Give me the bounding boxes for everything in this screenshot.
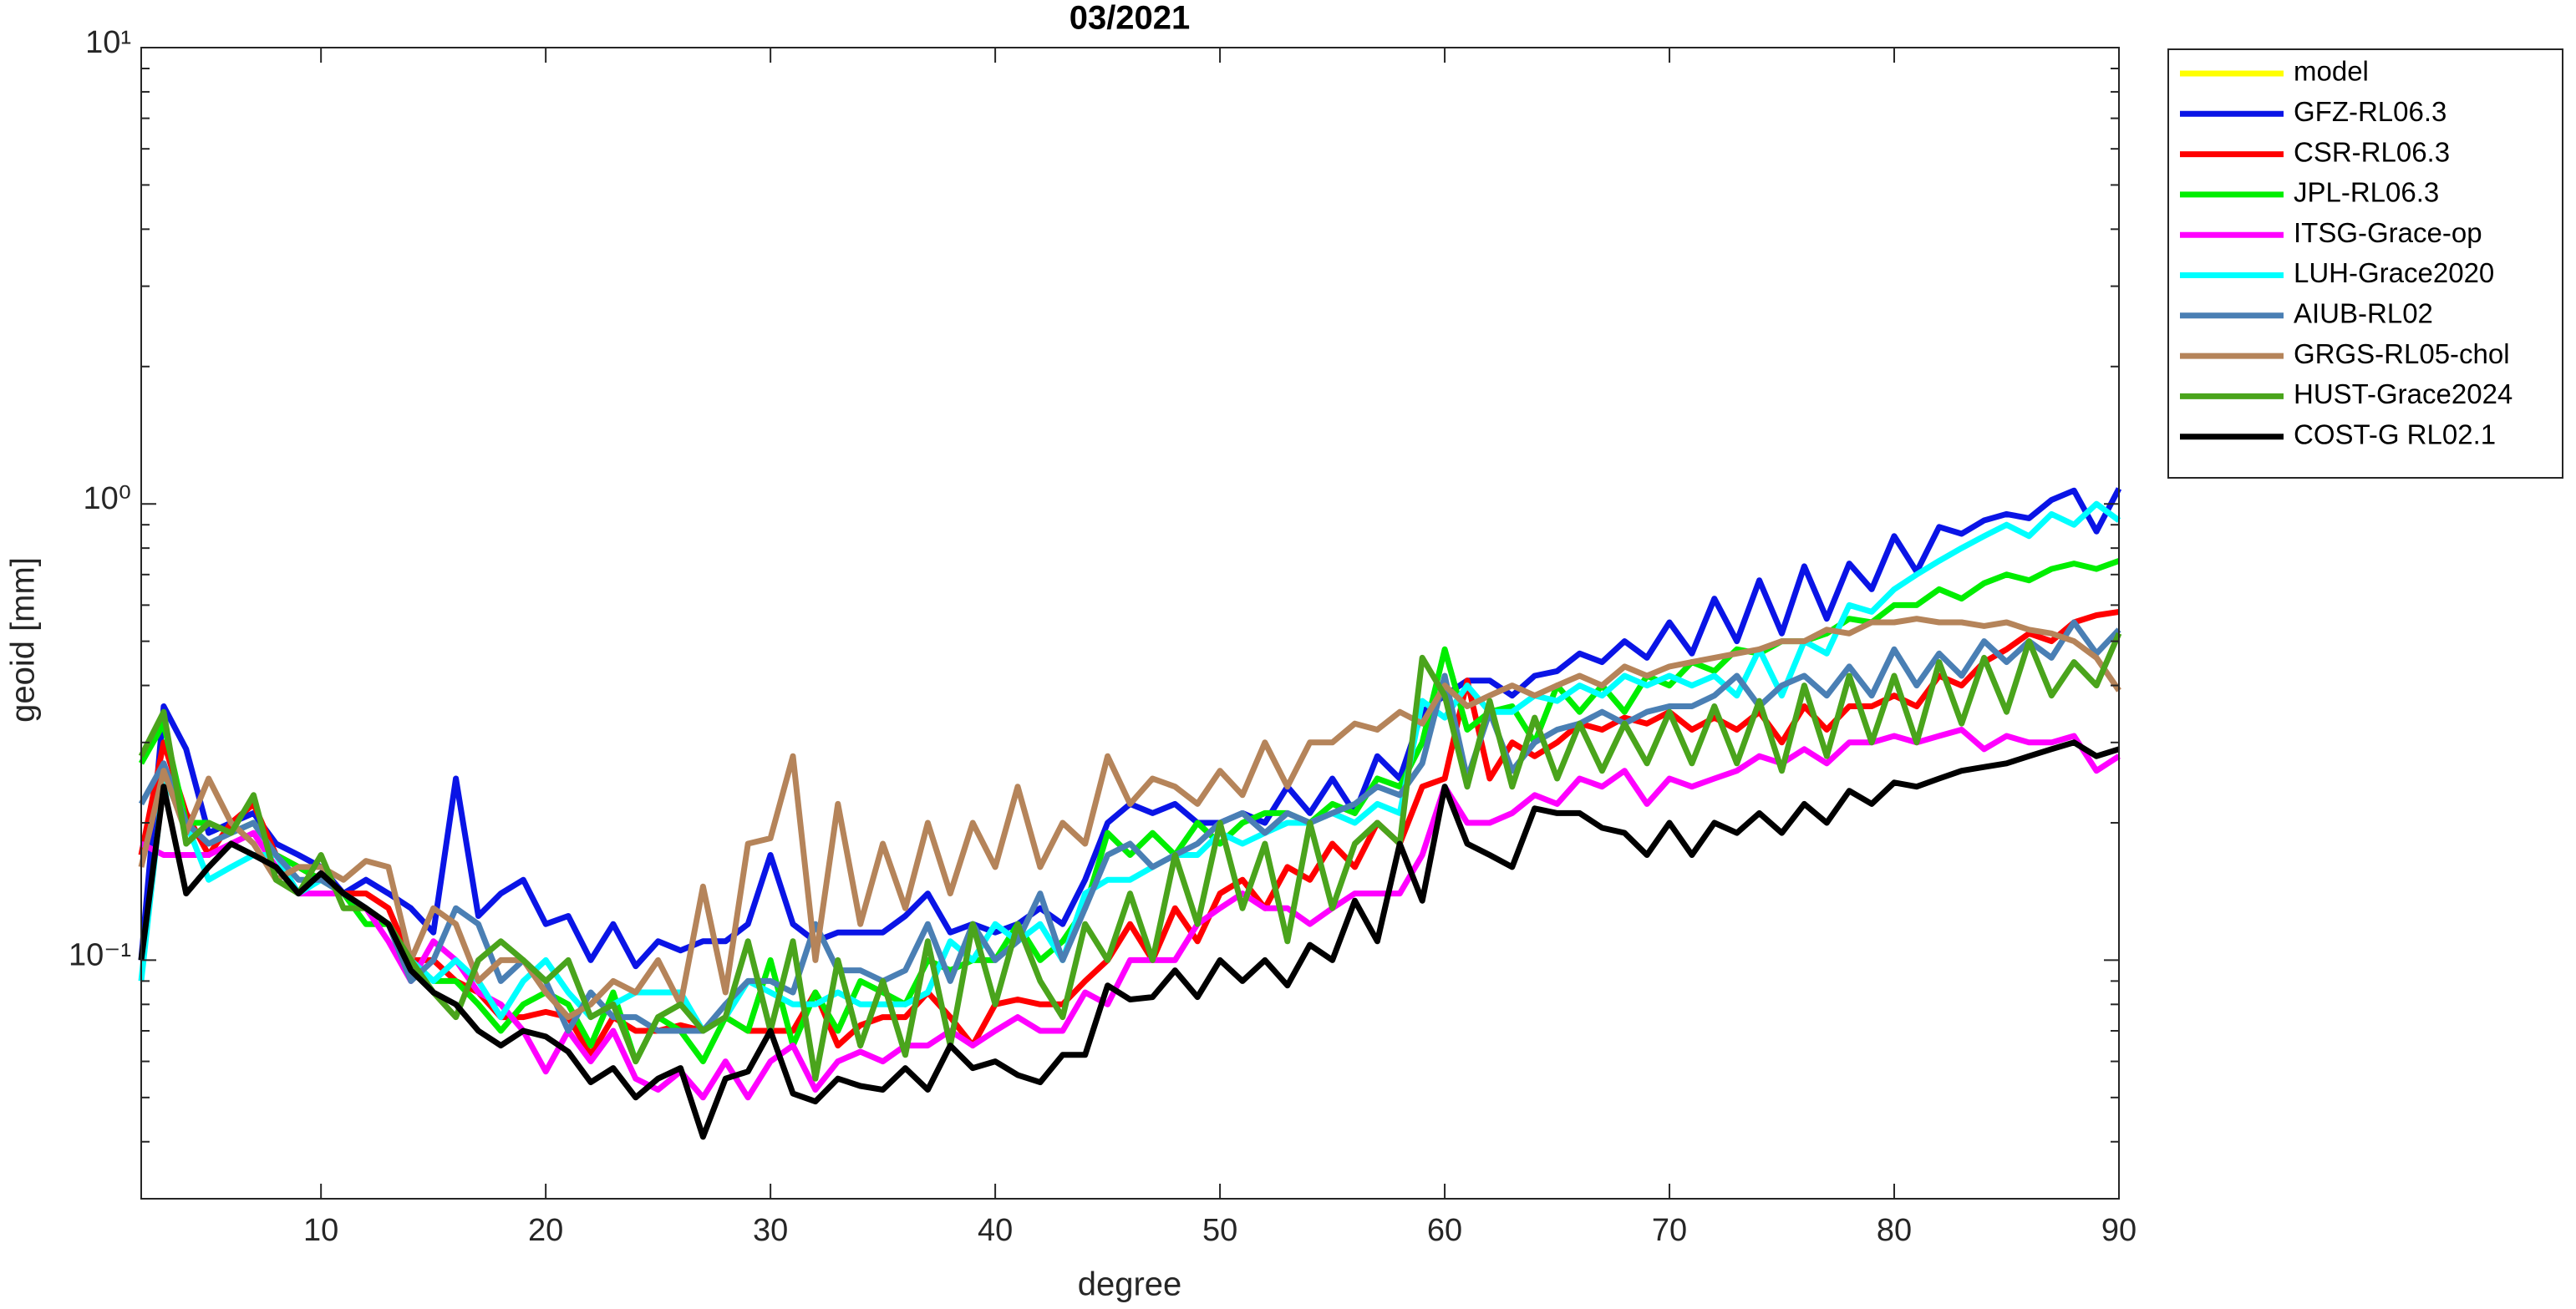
legend-label: JPL-RL06.3 [2294, 177, 2439, 208]
axes-box [140, 47, 2120, 1200]
x-tick-label: 30 [753, 1213, 788, 1248]
legend-box [2167, 48, 2563, 479]
plot-area [141, 48, 2119, 1199]
legend-label: model [2294, 56, 2369, 87]
x-tick-label: 90 [2101, 1213, 2137, 1248]
series-line [138, 616, 2121, 1021]
y-tick-label: 10¹ [85, 25, 131, 60]
x-tick-label: 80 [1877, 1213, 1912, 1248]
legend-label: HUST-Grace2024 [2294, 378, 2512, 409]
x-tick-label: 10 [303, 1213, 338, 1248]
legend-label: CSR-RL06.3 [2294, 136, 2450, 167]
y-tick-label: 10⁻¹ [69, 937, 131, 972]
legend-label: COST-G RL02.1 [2294, 419, 2496, 449]
series-line [138, 608, 2120, 1058]
x-tick-label: 20 [528, 1213, 563, 1248]
legend-label: LUH-Grace2020 [2294, 257, 2494, 288]
x-axis-label: degree [1078, 1266, 1182, 1303]
series-line [138, 739, 2121, 1140]
series-line [138, 632, 2122, 1082]
series-line [138, 619, 2121, 1034]
x-tick-label: 50 [1202, 1213, 1237, 1248]
legend-label: GFZ-RL06.3 [2294, 96, 2446, 127]
y-tick-label: 10⁰ [83, 481, 131, 516]
legend-label: GRGS-RL05-chol [2294, 338, 2510, 369]
legend: model GFZ-RL06.3 CSR-RL06.3 JPL-RL06.3 ITSG-… [2167, 48, 2563, 479]
x-tick-label: 40 [978, 1213, 1013, 1248]
x-tick-label: 60 [1427, 1213, 1462, 1248]
chart-title: 03/2021 [1070, 0, 1191, 37]
legend-label: ITSG-Grace-op [2294, 217, 2482, 248]
x-tick-label: 70 [1652, 1213, 1687, 1248]
legend-label: AIUB-RL02 [2294, 298, 2433, 329]
y-axis-label: geoid [mm] [5, 557, 42, 723]
